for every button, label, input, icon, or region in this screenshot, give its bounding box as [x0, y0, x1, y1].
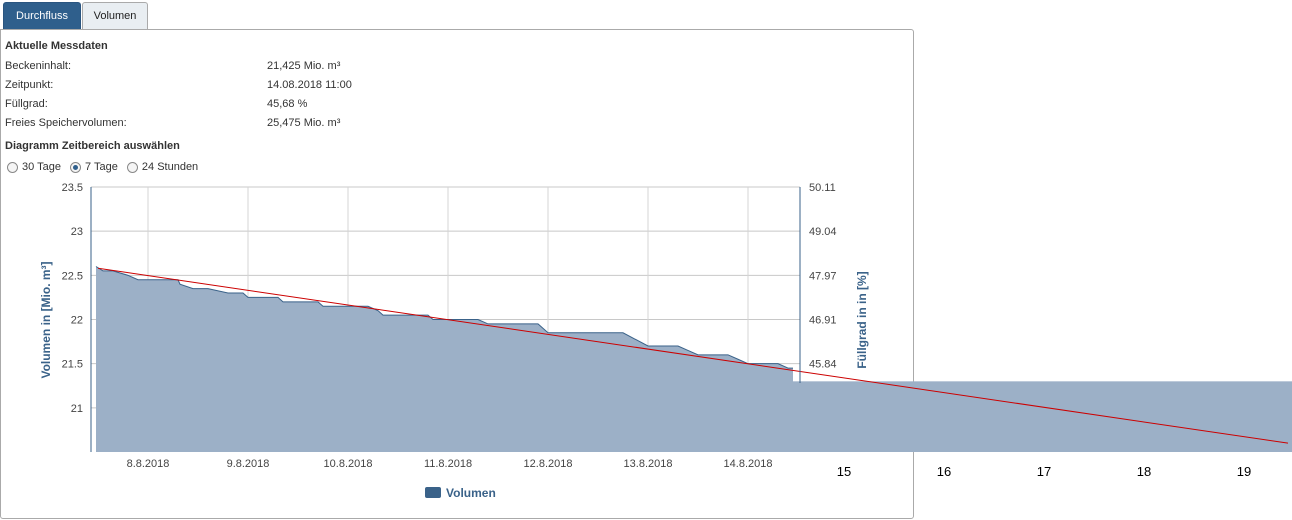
radio-label-30-tage: 30 Tage: [22, 161, 61, 174]
y-tick-label: 23: [71, 226, 83, 238]
legend-label: Volumen: [446, 486, 496, 500]
y2-tick-label: 46.91: [809, 315, 837, 327]
row-label-fuellgrad: Füllgrad:: [5, 98, 48, 110]
radio-24-stunden[interactable]: [126, 161, 138, 173]
area-layer: [95, 266, 1292, 452]
y-tick-label: 21: [71, 403, 83, 415]
volume-area-extended: [793, 381, 1292, 452]
x-tick-label: 9.8.2018: [227, 458, 270, 470]
tab-durchfluss[interactable]: Durchfluss: [3, 2, 81, 29]
x-tick-label: 13.8.2018: [624, 458, 673, 470]
y-tick-label: 21.5: [62, 359, 83, 371]
axis-layer: [90, 187, 801, 452]
y2-tick-label: 50.11: [809, 182, 836, 194]
tab-volumen[interactable]: Volumen: [82, 2, 148, 29]
y2-axis-title: Füllgrad in in [%]: [855, 271, 869, 368]
x-tick-label: 12.8.2018: [524, 458, 573, 470]
row-label-zeitpunkt: Zeitpunkt:: [5, 79, 54, 91]
y-tick-label: 23.5: [62, 182, 83, 194]
label-layer: 23.5 23 22.5 22 21.5 21 50.11 49.04 47.97 46.91 45…: [39, 182, 1251, 479]
range-radio-group: 30 Tage 7 Tage 24 Stunden: [7, 161, 204, 177]
radio-7-tage[interactable]: [70, 161, 82, 173]
row-value-fuellgrad: 45,68 %: [267, 98, 308, 110]
legend-layer: Volumen: [425, 486, 496, 500]
row-label-beckeninhalt: Beckeninhalt:: [5, 60, 72, 72]
y-tick-label: 22.5: [62, 270, 83, 282]
y2-tick-label: 47.97: [809, 270, 837, 282]
radio-30-tage[interactable]: [7, 161, 18, 173]
row-value-zeitpunkt: 14.08.2018 11:00: [267, 79, 352, 91]
y-tick-label: 22: [71, 315, 83, 327]
range-option-7-tage[interactable]: 7 Tage: [70, 161, 118, 173]
row-label-speichervolumen: Freies Speichervolumen:: [5, 117, 127, 129]
x-tick-label: 8.8.2018: [127, 458, 170, 470]
x-tick-label-extra: 15: [837, 464, 851, 479]
trend-layer: [97, 267, 1289, 444]
current-data-title: Aktuelle Messdaten: [5, 40, 108, 52]
x-tick-label-extra: 19: [1237, 464, 1251, 479]
legend-swatch: [425, 487, 441, 498]
range-option-24-stunden[interactable]: 24 Stunden: [126, 161, 199, 174]
x-tick-label: 14.8.2018: [724, 458, 773, 470]
volume-area: [96, 266, 793, 452]
x-tick-label-extra: 16: [937, 464, 951, 479]
x-tick-label: 10.8.2018: [324, 458, 373, 470]
x-tick-label-extra: 18: [1137, 464, 1151, 479]
volume-line: [95, 266, 793, 369]
y2-tick-label: 45.84: [809, 359, 837, 371]
y2-tick-label: 49.04: [809, 226, 837, 238]
range-option-30-tage[interactable]: 30 Tage: [7, 161, 61, 173]
range-title: Diagramm Zeitbereich auswählen: [5, 140, 180, 152]
row-value-beckeninhalt: 21,425 Mio. m³: [267, 60, 341, 72]
y-axis-title: Volumen in [Mio. m³]: [39, 261, 53, 378]
x-tick-label: 11.8.2018: [424, 458, 472, 470]
trend-line: [97, 267, 1289, 444]
row-value-speichervolumen: 25,475 Mio. m³: [267, 117, 341, 129]
x-tick-label-extra: 17: [1037, 464, 1051, 479]
radio-label-24-stunden: 24 Stunden: [141, 161, 199, 174]
radio-label-7-tage: 7 Tage: [85, 161, 118, 174]
